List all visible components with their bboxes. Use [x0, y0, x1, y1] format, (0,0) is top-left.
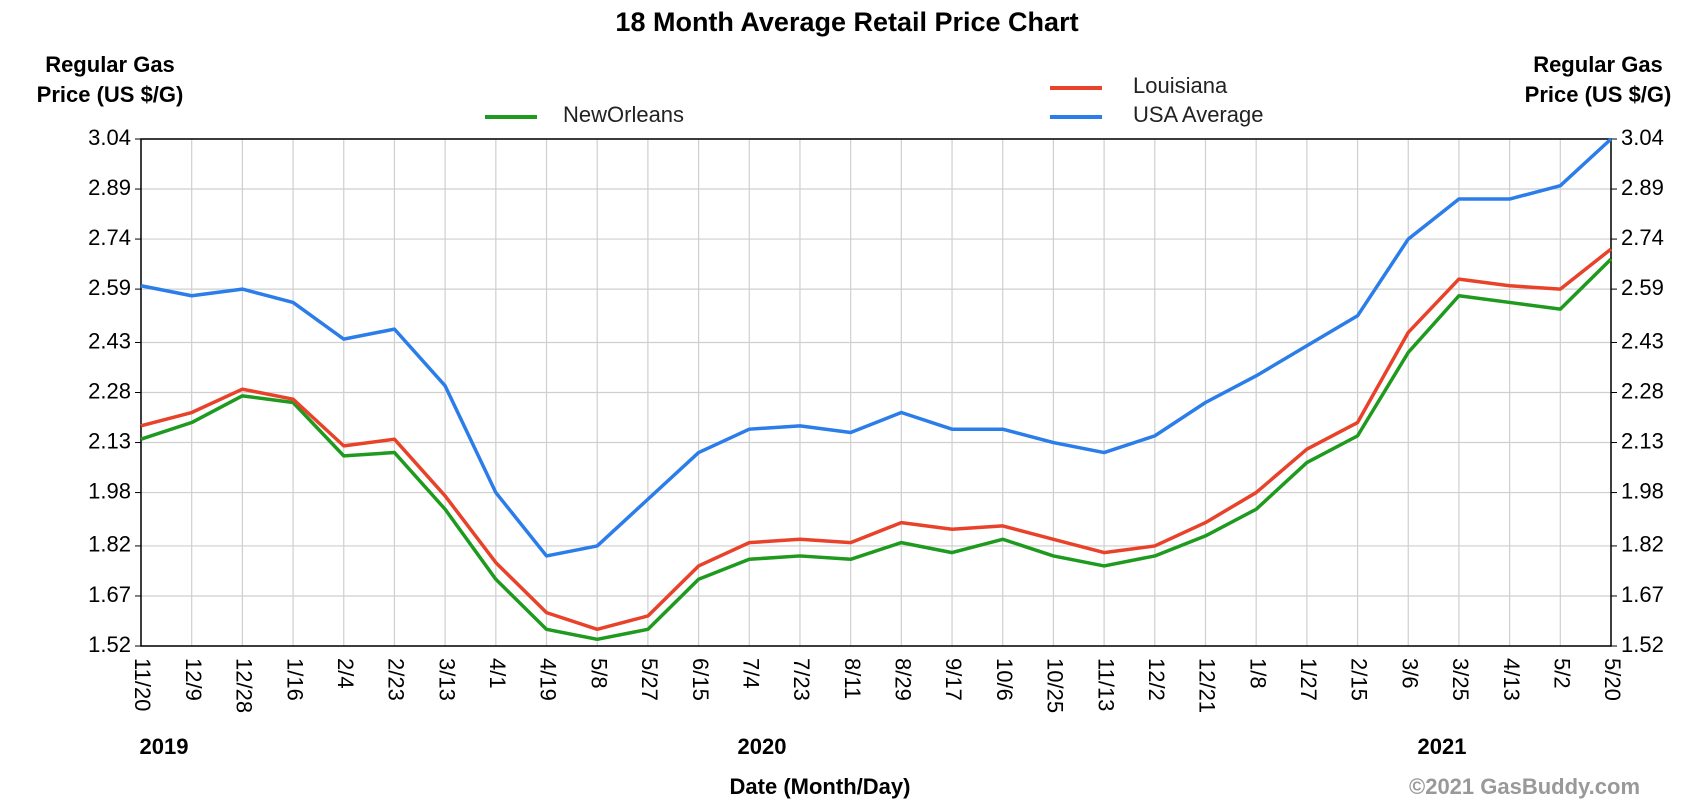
x-tick-label: 1/8 — [1245, 658, 1270, 689]
x-tick-label: 3/6 — [1397, 658, 1422, 689]
x-tick-label: 12/9 — [181, 658, 206, 701]
legend-label: NewOrleans — [563, 102, 684, 127]
x-tick-label: 3/25 — [1448, 658, 1473, 701]
y-axis-label: Regular Gas — [45, 52, 175, 77]
x-tick-label: 12/2 — [1144, 658, 1169, 701]
series-line — [140, 137, 1613, 558]
y2-tick-label: 2.28 — [1621, 378, 1664, 403]
x-tick-label: 5/8 — [586, 658, 611, 689]
legend-label: USA Average — [1133, 102, 1263, 127]
x-tick-label: 10/6 — [992, 658, 1017, 701]
y-tick-label: 2.74 — [88, 225, 131, 250]
x-tick-label: 4/19 — [536, 658, 561, 701]
x-tick-label: 2/23 — [384, 658, 409, 701]
x-tick-label: 6/15 — [688, 658, 713, 701]
y-tick-label: 2.13 — [88, 428, 131, 453]
y2-tick-label: 2.74 — [1621, 225, 1664, 250]
series-line — [140, 257, 1613, 642]
y-tick-label: 1.67 — [88, 582, 131, 607]
x-tick-label: 10/25 — [1043, 658, 1068, 713]
x-tick-label: 8/29 — [891, 658, 916, 701]
y-tick-label: 2.89 — [88, 175, 131, 200]
x-tick-label: 5/20 — [1600, 658, 1625, 701]
y-tick-label: 1.98 — [88, 478, 131, 503]
y2-tick-label: 2.89 — [1621, 175, 1664, 200]
x-tick-label: 1/27 — [1296, 658, 1321, 701]
y2-tick-label: 2.43 — [1621, 328, 1664, 353]
x-tick-label: 9/17 — [941, 658, 966, 701]
plot-frame — [140, 138, 1612, 647]
y2-tick-label: 1.67 — [1621, 582, 1664, 607]
x-tick-label: 12/28 — [232, 658, 257, 713]
y2-tick-label: 2.59 — [1621, 275, 1664, 300]
x-tick-label: 5/27 — [637, 658, 662, 701]
y2-tick-label: 3.04 — [1621, 125, 1664, 150]
chart-title: 18 Month Average Retail Price Chart — [615, 7, 1078, 37]
y-tick-label: 2.59 — [88, 275, 131, 300]
x-tick-label: 3/13 — [434, 658, 459, 701]
x-tick-label: 7/23 — [789, 658, 814, 701]
year-label: 2019 — [140, 734, 189, 759]
x-tick-label: 11/13 — [1093, 658, 1118, 711]
x-tick-label: 8/11 — [840, 658, 865, 699]
legend-label: Louisiana — [1133, 73, 1228, 98]
x-tick-label: 2/15 — [1347, 658, 1372, 701]
y-tick-label: 1.82 — [88, 532, 131, 557]
y2-tick-label: 2.13 — [1621, 428, 1664, 453]
y2-tick-label: 1.82 — [1621, 532, 1664, 557]
y2-tick-label: 1.98 — [1621, 478, 1664, 503]
y-tick-label: 3.04 — [88, 125, 131, 150]
year-label: 2021 — [1418, 734, 1467, 759]
x-tick-label: 5/2 — [1549, 658, 1574, 689]
series-line — [140, 247, 1613, 632]
x-tick-label: 7/4 — [738, 658, 763, 689]
y-axis-label: Price (US $/G) — [37, 82, 184, 107]
x-tick-label: 4/1 — [485, 658, 510, 689]
credit: ©2021 GasBuddy.com — [1409, 774, 1640, 799]
y-tick-label: 2.43 — [88, 328, 131, 353]
year-label: 2020 — [738, 734, 787, 759]
x-tick-label: 12/21 — [1195, 658, 1220, 713]
x-tick-label: 2/4 — [333, 658, 358, 689]
x-tick-label: 11/20 — [130, 658, 155, 711]
x-tick-label: 1/16 — [282, 658, 307, 701]
y2-axis-label: Regular Gas — [1533, 52, 1663, 77]
x-tick-label: 4/13 — [1499, 658, 1524, 701]
y-tick-label: 2.28 — [88, 378, 131, 403]
y2-axis-label: Price (US $/G) — [1525, 82, 1672, 107]
y-tick-label: 1.52 — [88, 632, 131, 657]
y2-tick-label: 1.52 — [1621, 632, 1664, 657]
x-axis-label: Date (Month/Day) — [730, 774, 911, 799]
